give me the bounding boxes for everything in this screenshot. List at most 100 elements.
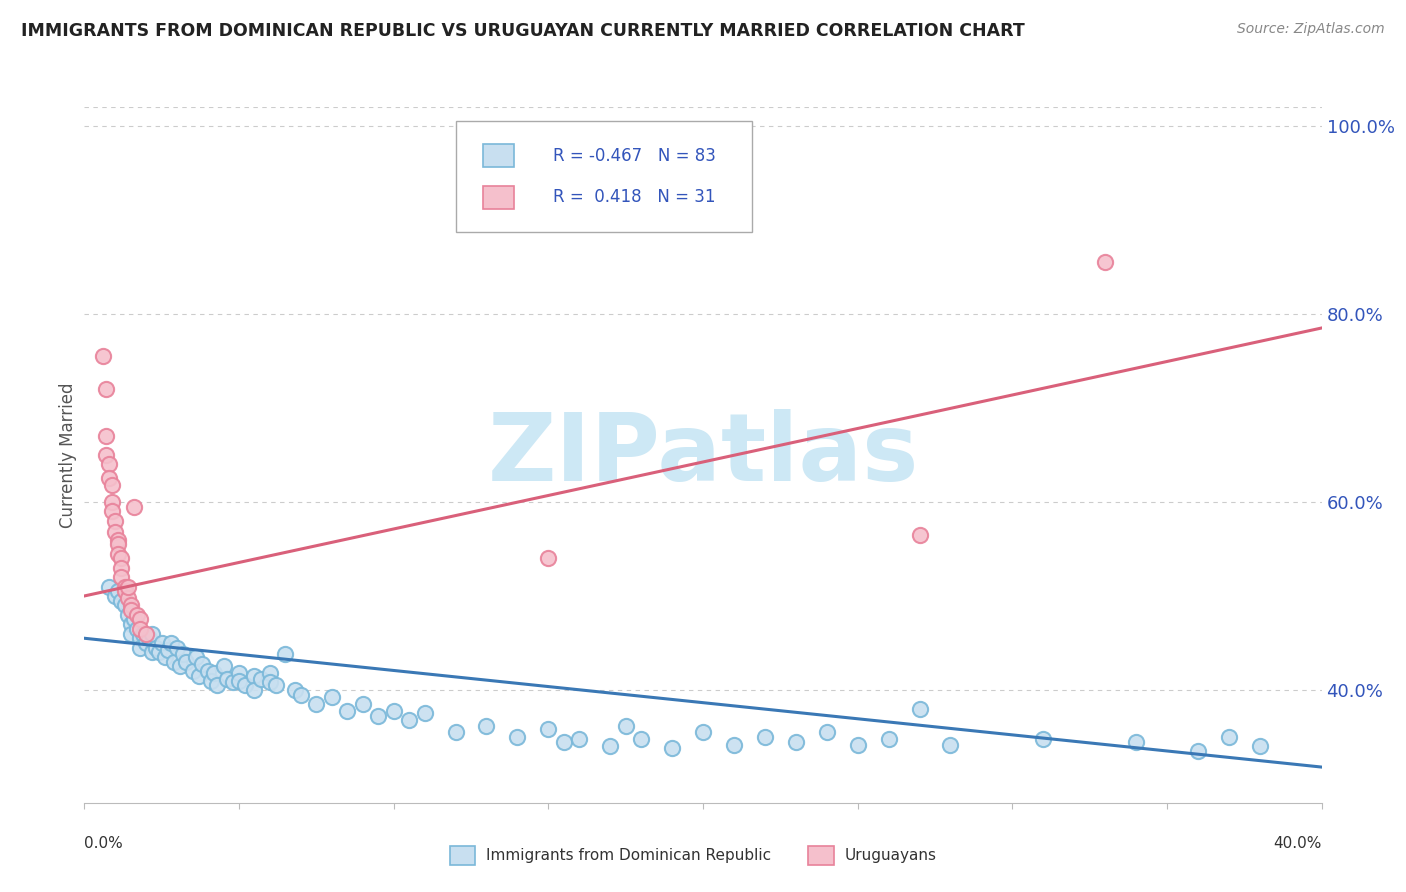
- Point: [172, 647, 194, 661]
- Point: [274, 647, 297, 661]
- Point: [352, 697, 374, 711]
- Point: [160, 636, 183, 650]
- Point: [181, 664, 204, 678]
- Point: [169, 659, 191, 673]
- Point: [91, 349, 114, 363]
- Point: [1249, 739, 1271, 754]
- Point: [754, 730, 776, 744]
- Point: [104, 589, 127, 603]
- Point: [614, 719, 637, 733]
- Point: [114, 580, 136, 594]
- Text: ZIPatlas: ZIPatlas: [488, 409, 918, 501]
- Point: [197, 664, 219, 678]
- Point: [94, 448, 117, 462]
- Point: [117, 607, 139, 622]
- Text: 40.0%: 40.0%: [1274, 836, 1322, 851]
- Point: [153, 650, 176, 665]
- Point: [187, 669, 209, 683]
- Point: [413, 706, 436, 721]
- Point: [336, 704, 359, 718]
- Point: [305, 697, 328, 711]
- Point: [537, 723, 560, 737]
- Point: [132, 626, 155, 640]
- Point: [141, 626, 163, 640]
- Point: [114, 599, 136, 613]
- Point: [125, 622, 148, 636]
- Y-axis label: Currently Married: Currently Married: [59, 382, 77, 528]
- Point: [475, 719, 498, 733]
- Point: [877, 731, 900, 746]
- Point: [284, 683, 307, 698]
- Point: [122, 500, 145, 514]
- Point: [110, 570, 132, 584]
- Point: [129, 640, 152, 655]
- Point: [129, 632, 152, 646]
- Point: [117, 591, 139, 605]
- Text: Source: ZipAtlas.com: Source: ZipAtlas.com: [1237, 22, 1385, 37]
- Point: [120, 617, 142, 632]
- Point: [553, 734, 575, 748]
- Point: [846, 738, 869, 752]
- Point: [101, 504, 124, 518]
- Point: [367, 709, 389, 723]
- Point: [98, 580, 121, 594]
- Text: R = -0.467   N = 83: R = -0.467 N = 83: [554, 147, 716, 165]
- Point: [398, 713, 420, 727]
- Point: [191, 657, 214, 671]
- Point: [1187, 744, 1209, 758]
- Point: [264, 678, 287, 692]
- Point: [135, 626, 157, 640]
- Point: [202, 666, 225, 681]
- Point: [506, 730, 529, 744]
- Point: [723, 738, 745, 752]
- Point: [321, 690, 343, 705]
- Point: [101, 495, 124, 509]
- Point: [101, 478, 124, 492]
- Text: Uruguayans: Uruguayans: [845, 848, 936, 863]
- Point: [110, 593, 132, 607]
- Point: [382, 704, 405, 718]
- Point: [145, 640, 167, 655]
- Point: [222, 675, 245, 690]
- Point: [212, 659, 235, 673]
- Point: [243, 683, 266, 698]
- FancyBboxPatch shape: [482, 186, 513, 209]
- Point: [148, 645, 170, 659]
- Point: [125, 607, 148, 622]
- Point: [1032, 731, 1054, 746]
- Point: [692, 725, 714, 739]
- Point: [200, 673, 222, 688]
- Point: [249, 672, 271, 686]
- Point: [110, 551, 132, 566]
- Text: 0.0%: 0.0%: [84, 836, 124, 851]
- Point: [785, 734, 807, 748]
- Point: [215, 672, 238, 686]
- Point: [908, 702, 931, 716]
- Point: [290, 688, 312, 702]
- Point: [815, 725, 838, 739]
- Point: [259, 675, 281, 690]
- Point: [129, 612, 152, 626]
- Point: [94, 382, 117, 396]
- Point: [122, 612, 145, 626]
- Point: [94, 429, 117, 443]
- Point: [661, 741, 683, 756]
- Point: [135, 636, 157, 650]
- Point: [233, 678, 256, 692]
- Point: [138, 632, 160, 646]
- Text: Immigrants from Dominican Republic: Immigrants from Dominican Republic: [486, 848, 772, 863]
- Point: [1125, 734, 1147, 748]
- Text: R =  0.418   N = 31: R = 0.418 N = 31: [554, 188, 716, 206]
- Point: [630, 731, 652, 746]
- Point: [908, 528, 931, 542]
- Text: IMMIGRANTS FROM DOMINICAN REPUBLIC VS URUGUAYAN CURRENTLY MARRIED CORRELATION CH: IMMIGRANTS FROM DOMINICAN REPUBLIC VS UR…: [21, 22, 1025, 40]
- Point: [98, 471, 121, 485]
- Point: [110, 560, 132, 574]
- Point: [114, 584, 136, 599]
- Point: [207, 678, 229, 692]
- Point: [120, 599, 142, 613]
- Point: [98, 458, 121, 472]
- Point: [141, 645, 163, 659]
- Point: [259, 666, 281, 681]
- Point: [939, 738, 962, 752]
